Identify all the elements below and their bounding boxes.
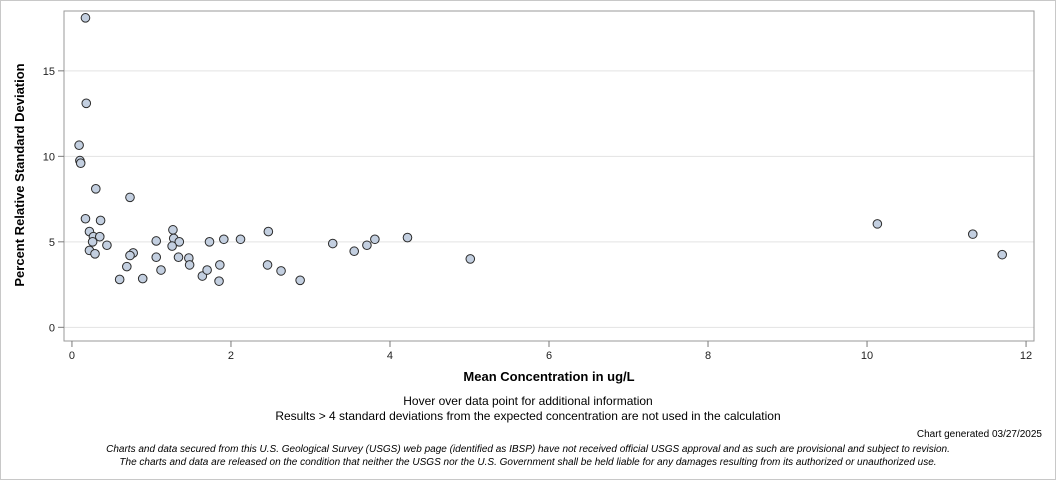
data-point[interactable]: Mean: 3.81 ug/L, RSD: 5.15% bbox=[370, 234, 380, 245]
y-tick-label: 5 bbox=[49, 237, 55, 249]
data-point[interactable]: Mean: 0.18 ug/L, RSD: 13.1% bbox=[81, 98, 92, 109]
y-axis-title: Percent Relative Standard Deviation bbox=[12, 63, 27, 286]
data-point[interactable]: Mean: 0.44 ug/L, RSD: 4.8% bbox=[102, 240, 112, 251]
y-tick-label: 0 bbox=[49, 322, 55, 334]
data-point[interactable]: Mean: 1.86 ug/L, RSD: 3.65% bbox=[215, 260, 225, 270]
data-point[interactable]: Mean: 0.17 ug/L, RSD: 18.1% bbox=[80, 13, 91, 23]
data-point[interactable]: Mean: 3.28 ug/L, RSD: 4.9% bbox=[327, 238, 338, 249]
data-point[interactable]: Mean: 0.3 ug/L, RSD: 8.1% bbox=[91, 184, 101, 194]
data-point[interactable]: Mean: 1.06 ug/L, RSD: 5.05% bbox=[151, 236, 162, 246]
data-point[interactable]: Mean: 1.7 ug/L, RSD: 3.35% bbox=[202, 265, 212, 275]
data-point[interactable]: Mean: 11.7 ug/L, RSD: 4.25% bbox=[997, 249, 1007, 260]
grid-layer bbox=[64, 70, 1034, 328]
data-point[interactable]: Mean: 0.26 ug/L, RSD: 5% bbox=[87, 237, 98, 247]
x-tick-label: 12 bbox=[1020, 350, 1032, 362]
hover-note: Hover over data point for additional inf… bbox=[403, 394, 653, 408]
data-point[interactable]: Mean: 0.69 ug/L, RSD: 3.55% bbox=[122, 261, 132, 272]
data-point[interactable]: Mean: 0.11 ug/L, RSD: 9.6% bbox=[75, 158, 86, 168]
x-tick-label: 10 bbox=[861, 350, 873, 362]
data-point[interactable]: Mean: 3.55 ug/L, RSD: 4.45% bbox=[349, 246, 360, 257]
data-point[interactable]: Mean: 4.22 ug/L, RSD: 5.25% bbox=[402, 232, 413, 243]
data-point[interactable]: Mean: 10.13 ug/L, RSD: 6.05% bbox=[872, 219, 883, 229]
data-point[interactable]: Mean: 5.01 ug/L, RSD: 4% bbox=[465, 254, 476, 264]
data-point[interactable]: Mean: 2.46 ug/L, RSD: 3.65% bbox=[262, 260, 273, 270]
data-point[interactable]: Mean: 3.71 ug/L, RSD: 4.8% bbox=[362, 240, 372, 251]
disclaimer-line-2: The charts and data are released on the … bbox=[119, 457, 937, 468]
data-point[interactable]: Mean: 0.29 ug/L, RSD: 4.3% bbox=[90, 248, 100, 259]
exclusion-note: Results > 4 standard deviations from the… bbox=[275, 409, 781, 423]
x-axis-title: Mean Concentration in ug/L bbox=[463, 369, 634, 384]
data-point[interactable]: Mean: 0.73 ug/L, RSD: 7.6% bbox=[125, 192, 135, 203]
disclaimer-line-1: Charts and data secured from this U.S. G… bbox=[106, 444, 950, 455]
data-point[interactable]: Mean: 0.73 ug/L, RSD: 4.2% bbox=[125, 250, 135, 261]
tick-layer: 0 5 10 15 0 2 4 6 8 10 12 bbox=[43, 66, 1032, 362]
x-tick-label: 2 bbox=[228, 350, 234, 362]
x-tick-label: 8 bbox=[705, 350, 711, 362]
data-point[interactable]: Mean: 2.12 ug/L, RSD: 5.15% bbox=[235, 234, 246, 245]
data-point[interactable]: Mean: 1.91 ug/L, RSD: 5.15% bbox=[219, 234, 229, 245]
x-tick-label: 4 bbox=[387, 350, 393, 362]
data-point[interactable]: Mean: 1.85 ug/L, RSD: 2.7% bbox=[214, 276, 224, 286]
x-tick-label: 6 bbox=[546, 350, 552, 362]
data-point[interactable]: Mean: 1.35 ug/L, RSD: 5% bbox=[174, 237, 185, 247]
data-point[interactable]: Mean: 0.89 ug/L, RSD: 2.85% bbox=[137, 273, 148, 284]
data-point[interactable]: Mean: 0.36 ug/L, RSD: 6.25% bbox=[95, 215, 106, 226]
y-tick-label: 10 bbox=[43, 151, 55, 163]
plot-area bbox=[63, 10, 1035, 342]
generated-date: Chart generated 03/27/2025 bbox=[916, 429, 1042, 440]
data-point[interactable]: Mean: 1.73 ug/L, RSD: 5% bbox=[204, 237, 215, 247]
data-point[interactable]: Mean: 2.63 ug/L, RSD: 3.3% bbox=[276, 266, 286, 276]
data-point[interactable]: Mean: 1.48 ug/L, RSD: 3.65% bbox=[184, 260, 195, 270]
scatter-chart: 0 5 10 15 0 2 4 6 8 10 12 Mean: 0.17 ug/L, RSD: 18… bbox=[12, 10, 1035, 384]
y-tick-label: 15 bbox=[43, 66, 55, 78]
data-point[interactable]: Mean: 2.87 ug/L, RSD: 2.75% bbox=[295, 275, 305, 286]
data-point[interactable]: Mean: 0.09 ug/L, RSD: 10.65% bbox=[74, 140, 84, 151]
data-point[interactable]: Mean: 0.6 ug/L, RSD: 2.8% bbox=[114, 274, 125, 285]
point-layer[interactable]: Mean: 0.17 ug/L, RSD: 18.1% Mean: 0.18 ug… bbox=[74, 13, 1007, 286]
data-point[interactable]: Mean: 0.17 ug/L, RSD: 6.35% bbox=[80, 213, 91, 224]
data-point[interactable]: Mean: 1.26 ug/L, RSD: 4.75% bbox=[167, 241, 177, 251]
data-point[interactable]: Mean: 11.33 ug/L, RSD: 5.45% bbox=[967, 229, 978, 239]
x-tick-label: 0 bbox=[69, 350, 75, 362]
data-point[interactable]: Mean: 2.47 ug/L, RSD: 5.6% bbox=[263, 226, 274, 237]
data-point[interactable]: Mean: 0.35 ug/L, RSD: 5.3% bbox=[94, 231, 105, 242]
data-point[interactable]: Mean: 1.27 ug/L, RSD: 5.7% bbox=[168, 225, 178, 235]
data-point[interactable]: Mean: 1.34 ug/L, RSD: 4.1% bbox=[173, 252, 184, 263]
data-point[interactable]: Mean: 1.12 ug/L, RSD: 3.35% bbox=[156, 265, 166, 275]
data-point[interactable]: Mean: 1.06 ug/L, RSD: 4.1% bbox=[151, 252, 162, 263]
